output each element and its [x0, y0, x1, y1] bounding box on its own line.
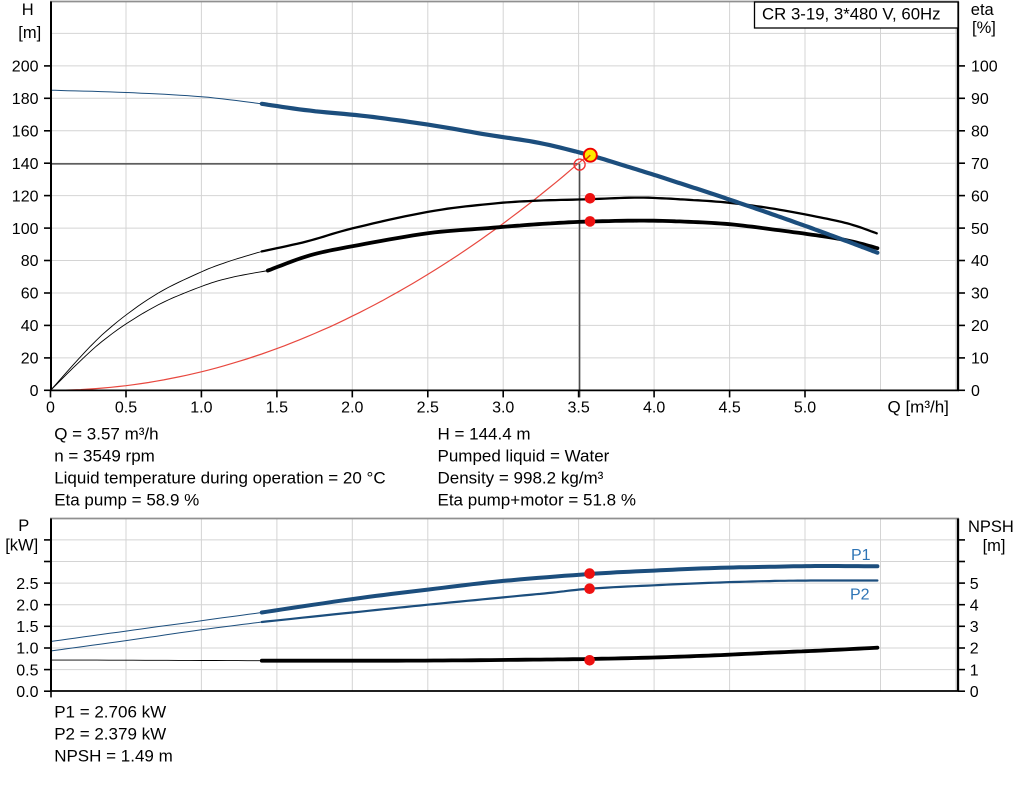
svg-text:1.0: 1.0 — [190, 399, 212, 416]
svg-text:P: P — [18, 517, 29, 535]
svg-text:80: 80 — [21, 253, 39, 270]
svg-text:20: 20 — [971, 318, 989, 335]
svg-text:n = 3549 rpm: n = 3549 rpm — [54, 446, 155, 465]
svg-text:[m]: [m] — [983, 537, 1006, 555]
svg-text:100: 100 — [971, 59, 998, 76]
svg-text:Liquid temperature during oper: Liquid temperature during operation = 20… — [54, 469, 385, 488]
svg-text:Density = 998.2 kg/m³: Density = 998.2 kg/m³ — [438, 469, 604, 488]
svg-text:5: 5 — [970, 576, 979, 593]
svg-text:40: 40 — [971, 253, 989, 270]
svg-text:5.0: 5.0 — [794, 399, 816, 416]
svg-text:P1 = 2.706 kW: P1 = 2.706 kW — [54, 703, 166, 722]
svg-text:H: H — [22, 1, 34, 19]
svg-text:2.0: 2.0 — [341, 399, 363, 416]
svg-text:100: 100 — [12, 221, 39, 238]
svg-text:200: 200 — [12, 59, 39, 76]
svg-text:0.5: 0.5 — [16, 662, 38, 679]
svg-text:P1: P1 — [851, 547, 871, 564]
svg-text:140: 140 — [12, 156, 39, 173]
svg-text:2.5: 2.5 — [417, 399, 439, 416]
svg-text:70: 70 — [971, 156, 989, 173]
svg-text:10: 10 — [971, 351, 989, 368]
svg-text:Eta pump+motor = 51.8 %: Eta pump+motor = 51.8 % — [438, 491, 636, 510]
svg-text:3: 3 — [970, 619, 979, 636]
svg-text:0.0: 0.0 — [16, 684, 38, 701]
svg-text:4: 4 — [970, 597, 979, 614]
svg-text:P2 = 2.379 kW: P2 = 2.379 kW — [54, 725, 166, 744]
svg-text:2.5: 2.5 — [16, 576, 38, 593]
svg-text:[kW]: [kW] — [5, 537, 38, 555]
svg-text:3.5: 3.5 — [567, 399, 589, 416]
svg-text:50: 50 — [971, 221, 989, 238]
svg-text:20: 20 — [21, 351, 39, 368]
svg-text:4.5: 4.5 — [718, 399, 740, 416]
svg-text:[m]: [m] — [18, 24, 41, 42]
svg-text:0: 0 — [971, 383, 980, 400]
svg-text:80: 80 — [971, 124, 989, 141]
svg-text:Pumped liquid = Water: Pumped liquid = Water — [438, 446, 610, 465]
svg-text:60: 60 — [21, 286, 39, 303]
svg-text:Q [m³/h]: Q [m³/h] — [888, 397, 949, 416]
svg-text:1.5: 1.5 — [266, 399, 288, 416]
svg-text:Q = 3.57 m³/h: Q = 3.57 m³/h — [54, 424, 158, 443]
svg-text:1: 1 — [970, 662, 979, 679]
svg-text:0: 0 — [970, 684, 979, 701]
svg-text:1.0: 1.0 — [16, 641, 38, 658]
svg-text:40: 40 — [21, 318, 39, 335]
svg-text:4.0: 4.0 — [643, 399, 665, 416]
svg-text:1.5: 1.5 — [16, 619, 38, 636]
svg-text:NPSH = 1.49 m: NPSH = 1.49 m — [54, 747, 173, 766]
svg-text:60: 60 — [971, 188, 989, 205]
svg-text:90: 90 — [971, 91, 989, 108]
svg-text:NPSH: NPSH — [968, 518, 1014, 536]
svg-text:CR 3-19, 3*480 V, 60Hz: CR 3-19, 3*480 V, 60Hz — [762, 4, 941, 23]
svg-text:30: 30 — [971, 286, 989, 303]
svg-text:P2: P2 — [850, 586, 870, 603]
svg-text:2.0: 2.0 — [16, 597, 38, 614]
svg-text:eta: eta — [971, 1, 995, 19]
svg-text:0.5: 0.5 — [115, 399, 137, 416]
svg-text:3.0: 3.0 — [492, 399, 514, 416]
svg-text:160: 160 — [12, 124, 39, 141]
svg-text:[%]: [%] — [972, 19, 996, 37]
svg-text:180: 180 — [12, 91, 39, 108]
svg-text:0: 0 — [30, 383, 39, 400]
svg-text:120: 120 — [12, 188, 39, 205]
svg-text:H = 144.4 m: H = 144.4 m — [438, 424, 531, 443]
svg-text:0: 0 — [46, 399, 55, 416]
svg-text:2: 2 — [970, 641, 979, 658]
svg-text:Eta pump = 58.9 %: Eta pump = 58.9 % — [54, 491, 199, 510]
